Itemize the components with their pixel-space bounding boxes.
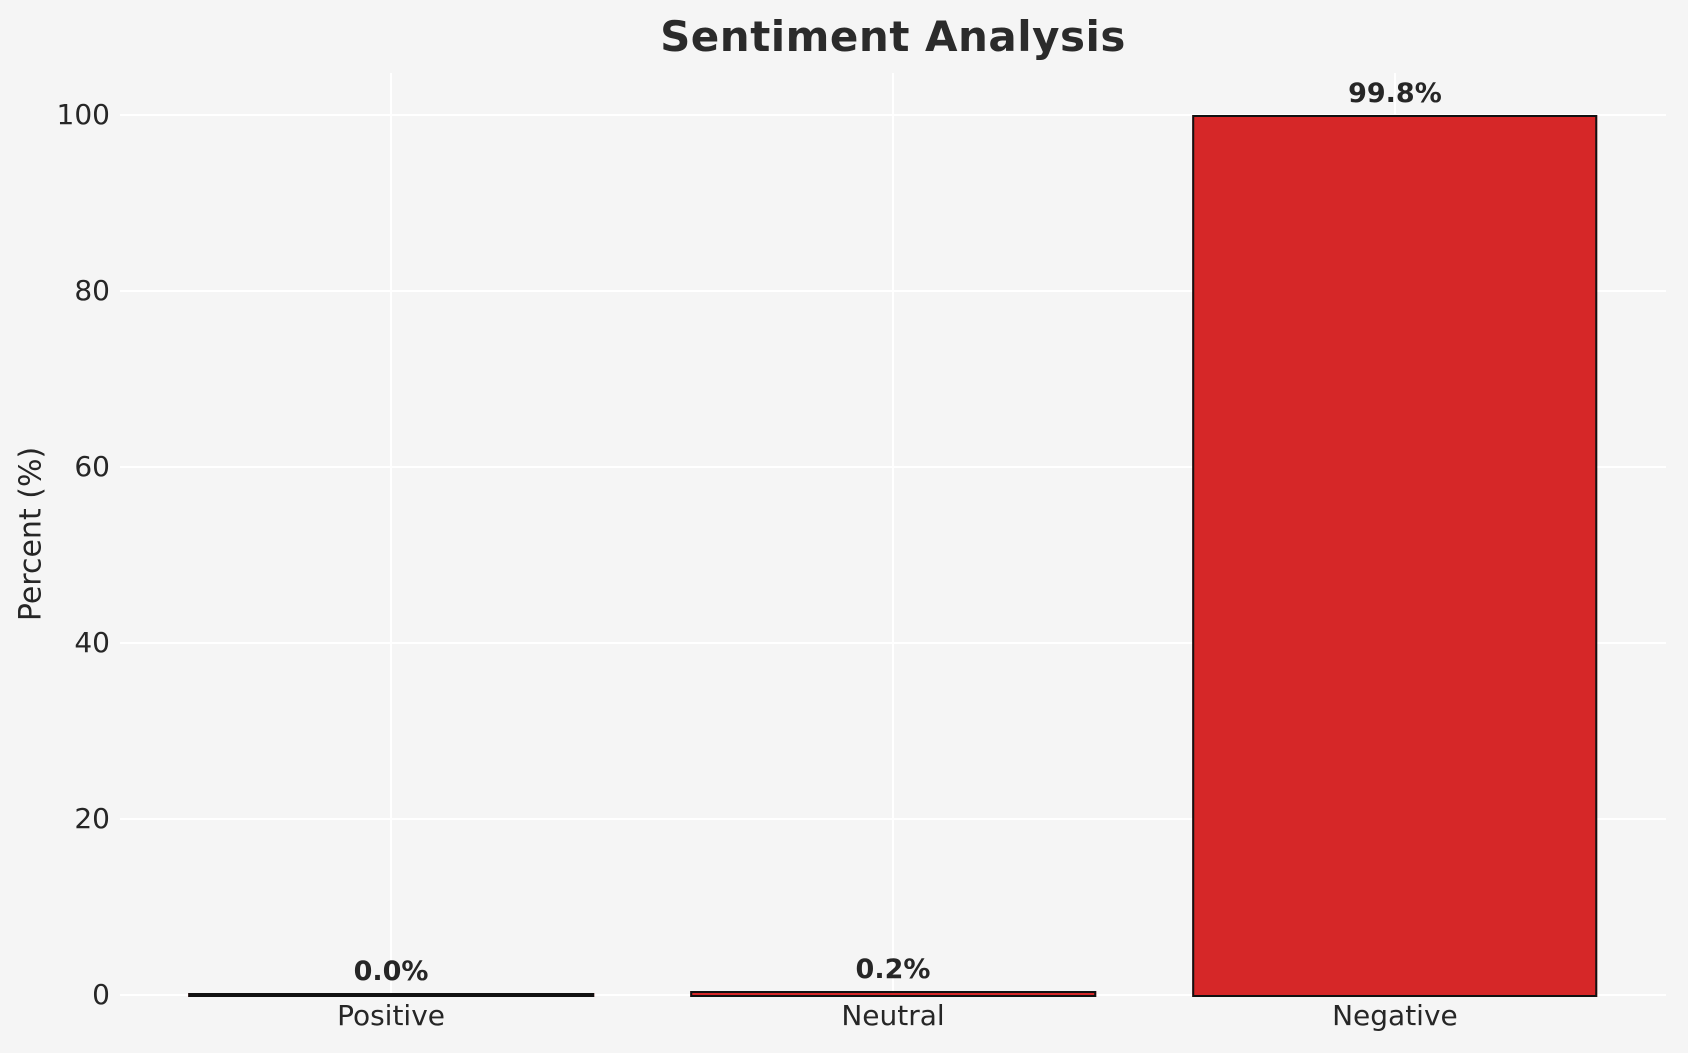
x-tick-label-neutral: Neutral [841,999,945,1032]
y-tick-label: 60 [74,450,110,484]
y-tick-label: 20 [74,802,110,836]
chart-title: Sentiment Analysis [660,12,1126,61]
plot-area: 0.0% 0.2% 99.8% [120,73,1666,997]
x-tick-labels: Positive Neutral Negative [120,999,1666,1041]
y-tick-label: 40 [74,626,110,660]
y-tick-label: 0 [92,978,110,1011]
bar-negative [1192,115,1598,997]
vertical-gridline [390,73,393,995]
x-tick-label-negative: Negative [1332,999,1458,1032]
value-label: 0.2% [855,954,931,986]
vertical-gridline [892,73,894,995]
value-label: 99.8% [1348,78,1442,109]
value-label: 0.0% [353,956,429,987]
bar-neutral [690,991,1096,997]
bar-positive [188,993,594,997]
y-tick-label: 80 [74,274,110,308]
x-tick-label-positive: Positive [337,999,446,1032]
y-tick-label: 100 [56,98,110,132]
